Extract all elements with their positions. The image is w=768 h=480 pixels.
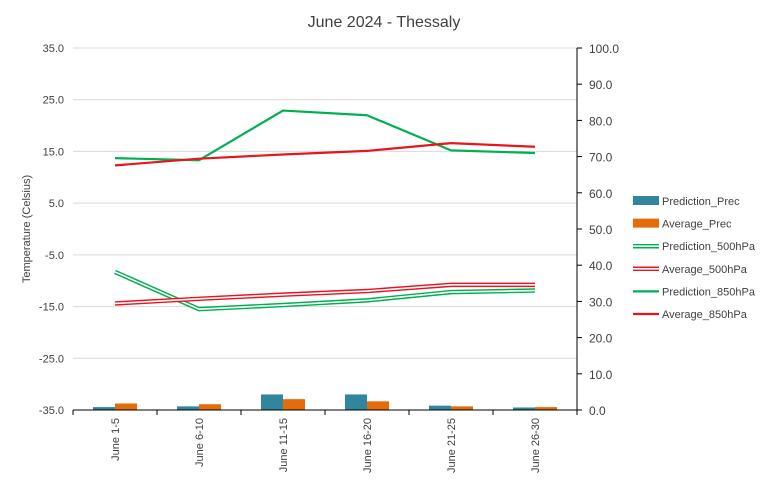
legend-swatch [633,196,659,205]
bar-prediction-prec [345,394,367,410]
bar-prediction-prec [429,405,451,410]
y-right-tick-label: 90.0 [589,78,613,92]
line-average-850hpa [114,142,536,167]
x-tick-label: June 16-20 [362,418,374,473]
x-tick-label: June 1-5 [110,418,122,461]
y-left-tick-label: 25.0 [43,95,64,107]
axes [72,47,582,415]
line-series [114,109,536,312]
legend-item-average-850hpa: Average_850hPa [633,309,748,321]
y-right-tick-label: 30.0 [589,295,613,309]
legend-label: Average_Prec [662,219,732,231]
legend-label: Prediction_500hPa [662,241,756,253]
y-left-tick-label: -5.0 [45,250,64,262]
y-left-tick-label: 35.0 [43,43,64,55]
bar-average-prec [451,406,473,410]
y-left-tick-label: -15.0 [39,302,64,314]
bar-average-prec [283,399,305,410]
legend-item-average-prec: Average_Prec [633,218,732,231]
chart-title: June 2024 - Thessaly [308,14,461,31]
legend-item-prediction-prec: Prediction_Prec [633,196,740,208]
gridlines [73,47,577,411]
y-right-tick-label: 70.0 [589,151,613,165]
bar-prediction-prec [93,407,115,410]
legend-item-prediction-500hpa: Prediction_500hPa [633,241,756,253]
y-right-tick-label: 40.0 [589,259,613,273]
y-right-tick-label: 100.0 [589,42,619,56]
y-axis-title: Temperature (Celsius) [21,175,33,283]
y-left-tick-label: -25.0 [39,353,64,365]
legend-label: Average_500hPa [662,264,748,276]
line-average-500hpa-inner [114,284,535,305]
legend-swatch [633,218,659,228]
x-tick-label: June 11-15 [278,418,290,472]
y-left-tick-label: 5.0 [49,198,64,210]
y-right-tick-label: 20.0 [589,332,613,346]
bar-average-prec [199,404,221,410]
bar-prediction-prec [261,394,283,410]
y-left-tick-label: -35.0 [39,405,64,417]
line-prediction-500hpa [114,269,536,312]
bar-prediction-prec [177,406,199,410]
tick-labels: 35.0 25.0 15.0 5.0 -5.0 -15.0 -25.0 -35.0 100.0 9… [39,42,619,473]
y-right-tick-label: 60.0 [589,187,613,201]
y-left-tick-label: 15.0 [43,146,64,158]
legend-item-average-500hpa: Average_500hPa [633,264,748,276]
x-tick-label: June 6-10 [194,418,206,467]
legend-label: Prediction_850hPa [662,286,756,298]
legend-item-prediction-850hpa: Prediction_850hPa [633,286,756,298]
y-right-tick-label: 50.0 [589,223,613,237]
y-right-tick-label: 0.0 [589,404,606,418]
bar-average-prec [367,401,389,410]
bar-prediction-prec [513,407,535,410]
bar-series [93,394,557,410]
bar-average-prec [115,403,137,410]
bar-average-prec [535,407,557,410]
legend-label: Prediction_Prec [662,196,740,208]
legend-label: Average_850hPa [662,309,748,321]
y-right-tick-label: 80.0 [589,114,613,128]
line-prediction-500hpa-inner [114,271,536,310]
x-tick-label: June 26-30 [530,418,542,473]
legend: Prediction_Prec Average_Prec Prediction_50… [633,196,756,321]
x-tick-label: June 21-25 [446,418,458,473]
y-right-tick-label: 10.0 [589,368,613,382]
